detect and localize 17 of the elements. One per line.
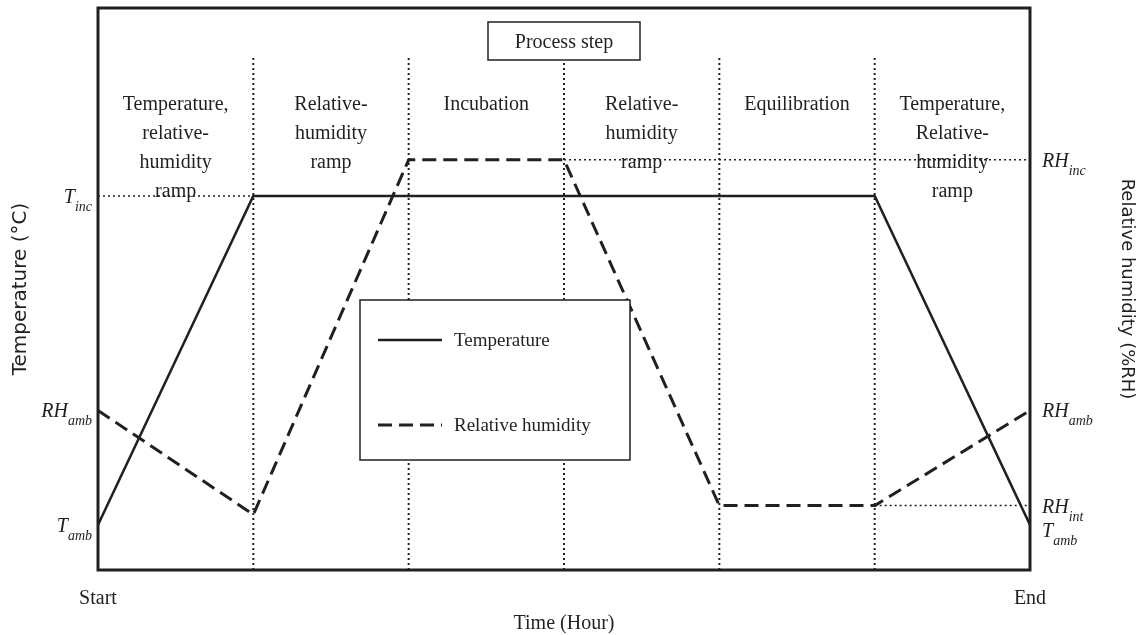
text: Equilibration <box>744 92 850 115</box>
annotation: RH$_{amb}$ <box>1041 399 1093 428</box>
legend-label: Temperature <box>454 329 550 350</box>
x-tick-label: End <box>1013 586 1047 608</box>
annotation: RH$_{inc}$ <box>1041 148 1087 178</box>
x-axis-title: Time (Hour) <box>513 611 615 634</box>
y-axis-title: Temperature (°C) <box>7 202 31 377</box>
annotation: T$_{inc}$ <box>63 184 93 214</box>
legend-label: Relative humidity <box>454 414 592 435</box>
x-tick-label: Start <box>79 586 118 608</box>
annotation: T$_{amb}$ <box>56 513 92 543</box>
annotation: Temperature, relative- humidity ramp <box>122 92 229 202</box>
annotation: RH$_{amb}$ <box>40 399 92 428</box>
text: Process step <box>514 30 614 53</box>
annotation: Relative- humidity ramp <box>294 92 368 173</box>
y2-axis-title: Relative humidity (%RH) <box>1118 178 1139 400</box>
text: Incubation <box>443 92 530 114</box>
